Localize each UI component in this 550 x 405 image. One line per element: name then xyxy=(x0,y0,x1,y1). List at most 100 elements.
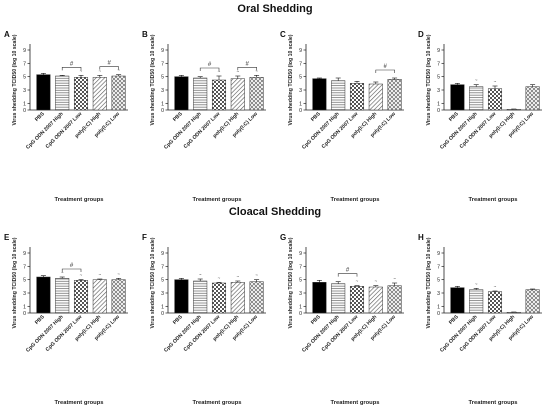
category-label: PBS xyxy=(172,111,184,123)
panel-f: F 01 3 5 7 9 Virus shedding TCID50 (log 10 sca… xyxy=(142,233,266,405)
y-tick-label: 0 xyxy=(437,108,440,114)
panel-letter: B xyxy=(142,30,148,39)
y-tick-label: 9 xyxy=(437,48,440,54)
bar-5 xyxy=(525,289,540,314)
bar-1 xyxy=(174,76,189,111)
y-tick-label: 3 xyxy=(161,88,164,94)
y-tick-label: 0 xyxy=(437,311,440,317)
y-tick-label: 3 xyxy=(437,88,440,94)
bar-3 xyxy=(73,77,89,111)
y-tick-label: 5 xyxy=(161,75,164,81)
y-tick-label: 1 xyxy=(23,101,26,107)
bar-3 xyxy=(349,286,365,314)
panel-d: D 01 3 5 7 9 Virus shedding TCID50 (log 10 sca… xyxy=(418,30,542,203)
bar-annotation: ~ xyxy=(98,272,101,277)
y-tick-label: 1 xyxy=(437,304,440,310)
bar-4 xyxy=(506,312,521,314)
y-tick-label: 5 xyxy=(299,75,302,81)
y-tick-label: 3 xyxy=(23,88,26,94)
bar-annotation: ~ xyxy=(356,279,359,284)
significance-label: # xyxy=(246,61,250,67)
y-tick-label: 7 xyxy=(437,61,440,67)
bar-2 xyxy=(331,80,346,111)
y-axis-label: Virus shedding TCID50 (log 10 scale) xyxy=(426,237,432,328)
bar-2 xyxy=(193,77,208,111)
panel-e: E 01 3 5 7 9 Virus shedding TCID50 (log 10 sca… xyxy=(4,233,128,405)
significance-label: # xyxy=(70,61,74,67)
bar-2 xyxy=(469,289,484,314)
bar-3 xyxy=(487,291,503,314)
y-tick-label: 1 xyxy=(161,304,164,310)
panel-letter: D xyxy=(418,30,424,39)
bar-annotation: ~ xyxy=(117,68,120,73)
significance-bracket xyxy=(61,268,82,272)
y-tick-label: 7 xyxy=(161,264,164,270)
y-tick-label: 1 xyxy=(437,101,440,107)
y-tick-label: 5 xyxy=(23,75,26,81)
bar-annotation: ~ xyxy=(393,276,396,281)
panel-letter: C xyxy=(280,30,286,39)
y-tick-label: 5 xyxy=(437,278,440,284)
bar-5 xyxy=(111,279,126,314)
category-label: PBS xyxy=(310,314,322,326)
significance-label: # xyxy=(70,263,74,269)
bar-annotation: ~ xyxy=(255,68,258,73)
y-tick-label: 1 xyxy=(299,304,302,310)
bar-annotation: ~ xyxy=(61,270,64,275)
bar-2 xyxy=(55,75,70,111)
y-axis-label: Virus shedding TCID50 (log 10 scale) xyxy=(288,237,294,328)
y-tick-label: 0 xyxy=(161,108,164,114)
bar-annotation: ~ xyxy=(218,69,221,74)
y-tick-label: 5 xyxy=(299,278,302,284)
y-tick-label: 1 xyxy=(161,101,164,107)
y-tick-label: 3 xyxy=(437,291,440,297)
y-tick-label: 1 xyxy=(299,101,302,107)
bar-1 xyxy=(450,84,465,111)
y-tick-label: 7 xyxy=(437,264,440,270)
y-tick-label: 3 xyxy=(299,88,302,94)
x-axis-label: Treatment groups xyxy=(331,197,380,203)
significance-label: # xyxy=(384,64,388,70)
bar-1 xyxy=(36,276,51,314)
category-label: PBS xyxy=(172,314,184,326)
bar-2 xyxy=(331,283,346,314)
cloacal-shedding-title: Cloacal Shedding xyxy=(228,206,322,218)
bar-annotation: ~ xyxy=(236,69,239,74)
panel-h: H 01 3 5 7 9 Virus shedding TCID50 (log 10 sca… xyxy=(418,233,542,405)
bar-5 xyxy=(111,75,126,111)
y-tick-label: 0 xyxy=(299,311,302,317)
y-tick-label: 0 xyxy=(299,108,302,114)
y-axis-label: Virus shedding TCID50 (log 10 scale) xyxy=(288,34,294,125)
bar-annotation: ~ xyxy=(80,273,83,278)
significance-bracket xyxy=(199,67,220,71)
bar-annotation: ~ xyxy=(236,274,239,279)
bar-2 xyxy=(55,278,70,314)
y-tick-label: 3 xyxy=(161,291,164,297)
bar-5 xyxy=(525,86,540,111)
category-label: PBS xyxy=(34,314,46,326)
bar-4 xyxy=(368,286,383,314)
bar-3 xyxy=(211,282,227,314)
bar-1 xyxy=(312,282,327,314)
y-tick-label: 9 xyxy=(299,48,302,54)
y-tick-label: 0 xyxy=(161,311,164,317)
bar-annotation: ~ xyxy=(98,68,101,73)
significance-bracket xyxy=(99,66,119,70)
y-tick-label: 9 xyxy=(299,251,302,257)
y-tick-label: 7 xyxy=(23,61,26,67)
bar-annotation: ~ xyxy=(199,272,202,277)
bar-annotation: ~ xyxy=(374,279,377,284)
y-tick-label: 7 xyxy=(299,264,302,270)
oral-shedding-title: Oral Shedding xyxy=(237,3,313,15)
bar-5 xyxy=(249,77,264,111)
bar-2 xyxy=(469,86,484,111)
category-label: PBS xyxy=(310,111,322,123)
panel-g: G 01 3 5 7 9 Virus shedding TCID50 (log 10 sca… xyxy=(280,233,404,405)
significance-label: # xyxy=(346,268,350,274)
bar-annotation: ~ xyxy=(255,273,258,278)
y-tick-label: 3 xyxy=(23,291,26,297)
significance-bracket xyxy=(375,69,395,73)
panel-letter: G xyxy=(280,233,286,242)
x-axis-label: Treatment groups xyxy=(193,197,242,203)
